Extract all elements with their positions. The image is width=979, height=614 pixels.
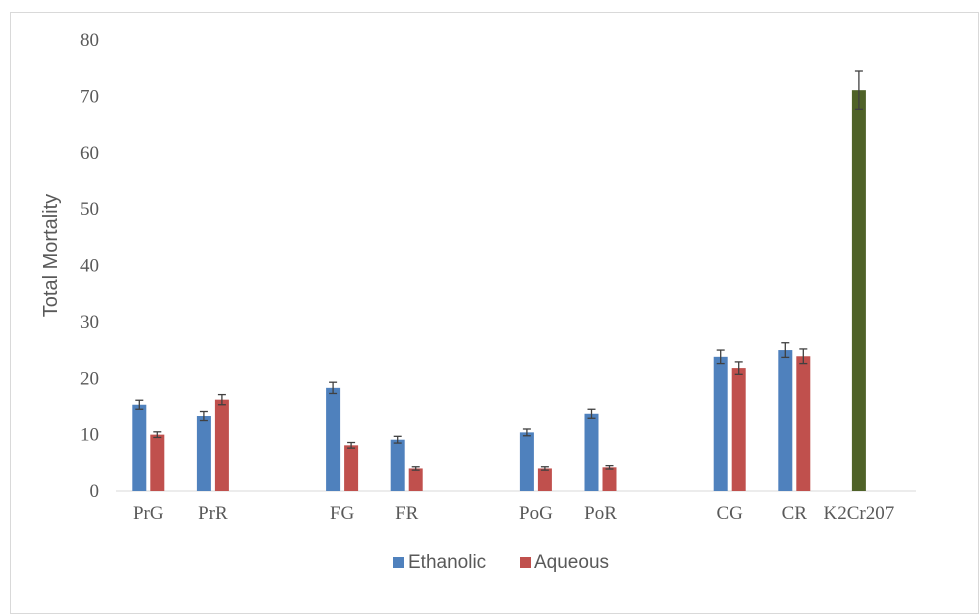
y-tick-label: 70 xyxy=(80,86,99,107)
y-tick-label: 50 xyxy=(80,199,99,220)
bar-ethanolic-prr xyxy=(196,416,211,491)
bar-ethanolic-cr xyxy=(778,350,793,491)
bar-ethanolic-por xyxy=(584,413,599,491)
bar-aqueous-pog xyxy=(537,468,552,491)
error-bars xyxy=(135,70,863,471)
category-label: PoR xyxy=(584,503,617,524)
y-axis-title: Total Mortality xyxy=(40,194,62,317)
y-tick-label: 60 xyxy=(80,143,99,164)
bar-ethanolic-pog xyxy=(519,432,534,491)
bar-ethanolic-fr xyxy=(390,439,405,491)
y-tick-label: 0 xyxy=(90,481,100,502)
bar-aqueous-prr xyxy=(214,399,229,491)
category-label: CG xyxy=(716,503,743,524)
y-tick-label: 20 xyxy=(80,368,99,389)
category-label: PoG xyxy=(519,503,553,524)
legend-label-aqueous: Aqueous xyxy=(534,552,609,573)
category-label: FR xyxy=(395,503,419,524)
bars xyxy=(132,90,866,491)
bar-aqueous-por xyxy=(602,467,617,491)
category-label: CR xyxy=(782,503,808,524)
chart-frame: 0 10 20 30 40 50 60 70 80 PrG PrR FG FR PoG PoR CG CR K2… xyxy=(10,12,979,614)
legend-swatch-aqueous xyxy=(520,557,531,568)
y-tick-label: 40 xyxy=(80,256,99,277)
bar-ethanolic-cg xyxy=(713,356,728,491)
category-label: FG xyxy=(330,503,355,524)
legend-label-ethanolic: Ethanolic xyxy=(408,552,486,573)
category-label: K2Cr207 xyxy=(824,503,895,524)
bar-aqueous-fr xyxy=(408,468,423,491)
bar-aqueous-prg xyxy=(150,434,165,491)
bar-aqueous-cr xyxy=(796,356,811,491)
bar-ethanolic-prg xyxy=(132,404,147,491)
category-label: PrR xyxy=(198,503,228,524)
bar-ethanolic-fg xyxy=(326,387,341,491)
y-axis-ticks: 0 10 20 30 40 50 60 70 80 xyxy=(80,30,99,502)
chart-svg: 0 10 20 30 40 50 60 70 80 PrG PrR FG FR PoG PoR CG CR K2… xyxy=(40,30,916,573)
y-tick-label: 30 xyxy=(80,312,99,333)
y-tick-label: 10 xyxy=(80,425,99,446)
bar-aqueous-fg xyxy=(344,445,359,491)
bar-series-k2cr207 xyxy=(851,90,866,491)
y-tick-label: 80 xyxy=(80,30,99,51)
legend-swatch-ethanolic xyxy=(393,557,404,568)
category-labels: PrG PrR FG FR PoG PoR CG CR K2Cr207 xyxy=(133,503,894,524)
bar-aqueous-cg xyxy=(731,368,746,491)
legend: Ethanolic Aqueous xyxy=(393,552,609,573)
category-label: PrG xyxy=(133,503,164,524)
